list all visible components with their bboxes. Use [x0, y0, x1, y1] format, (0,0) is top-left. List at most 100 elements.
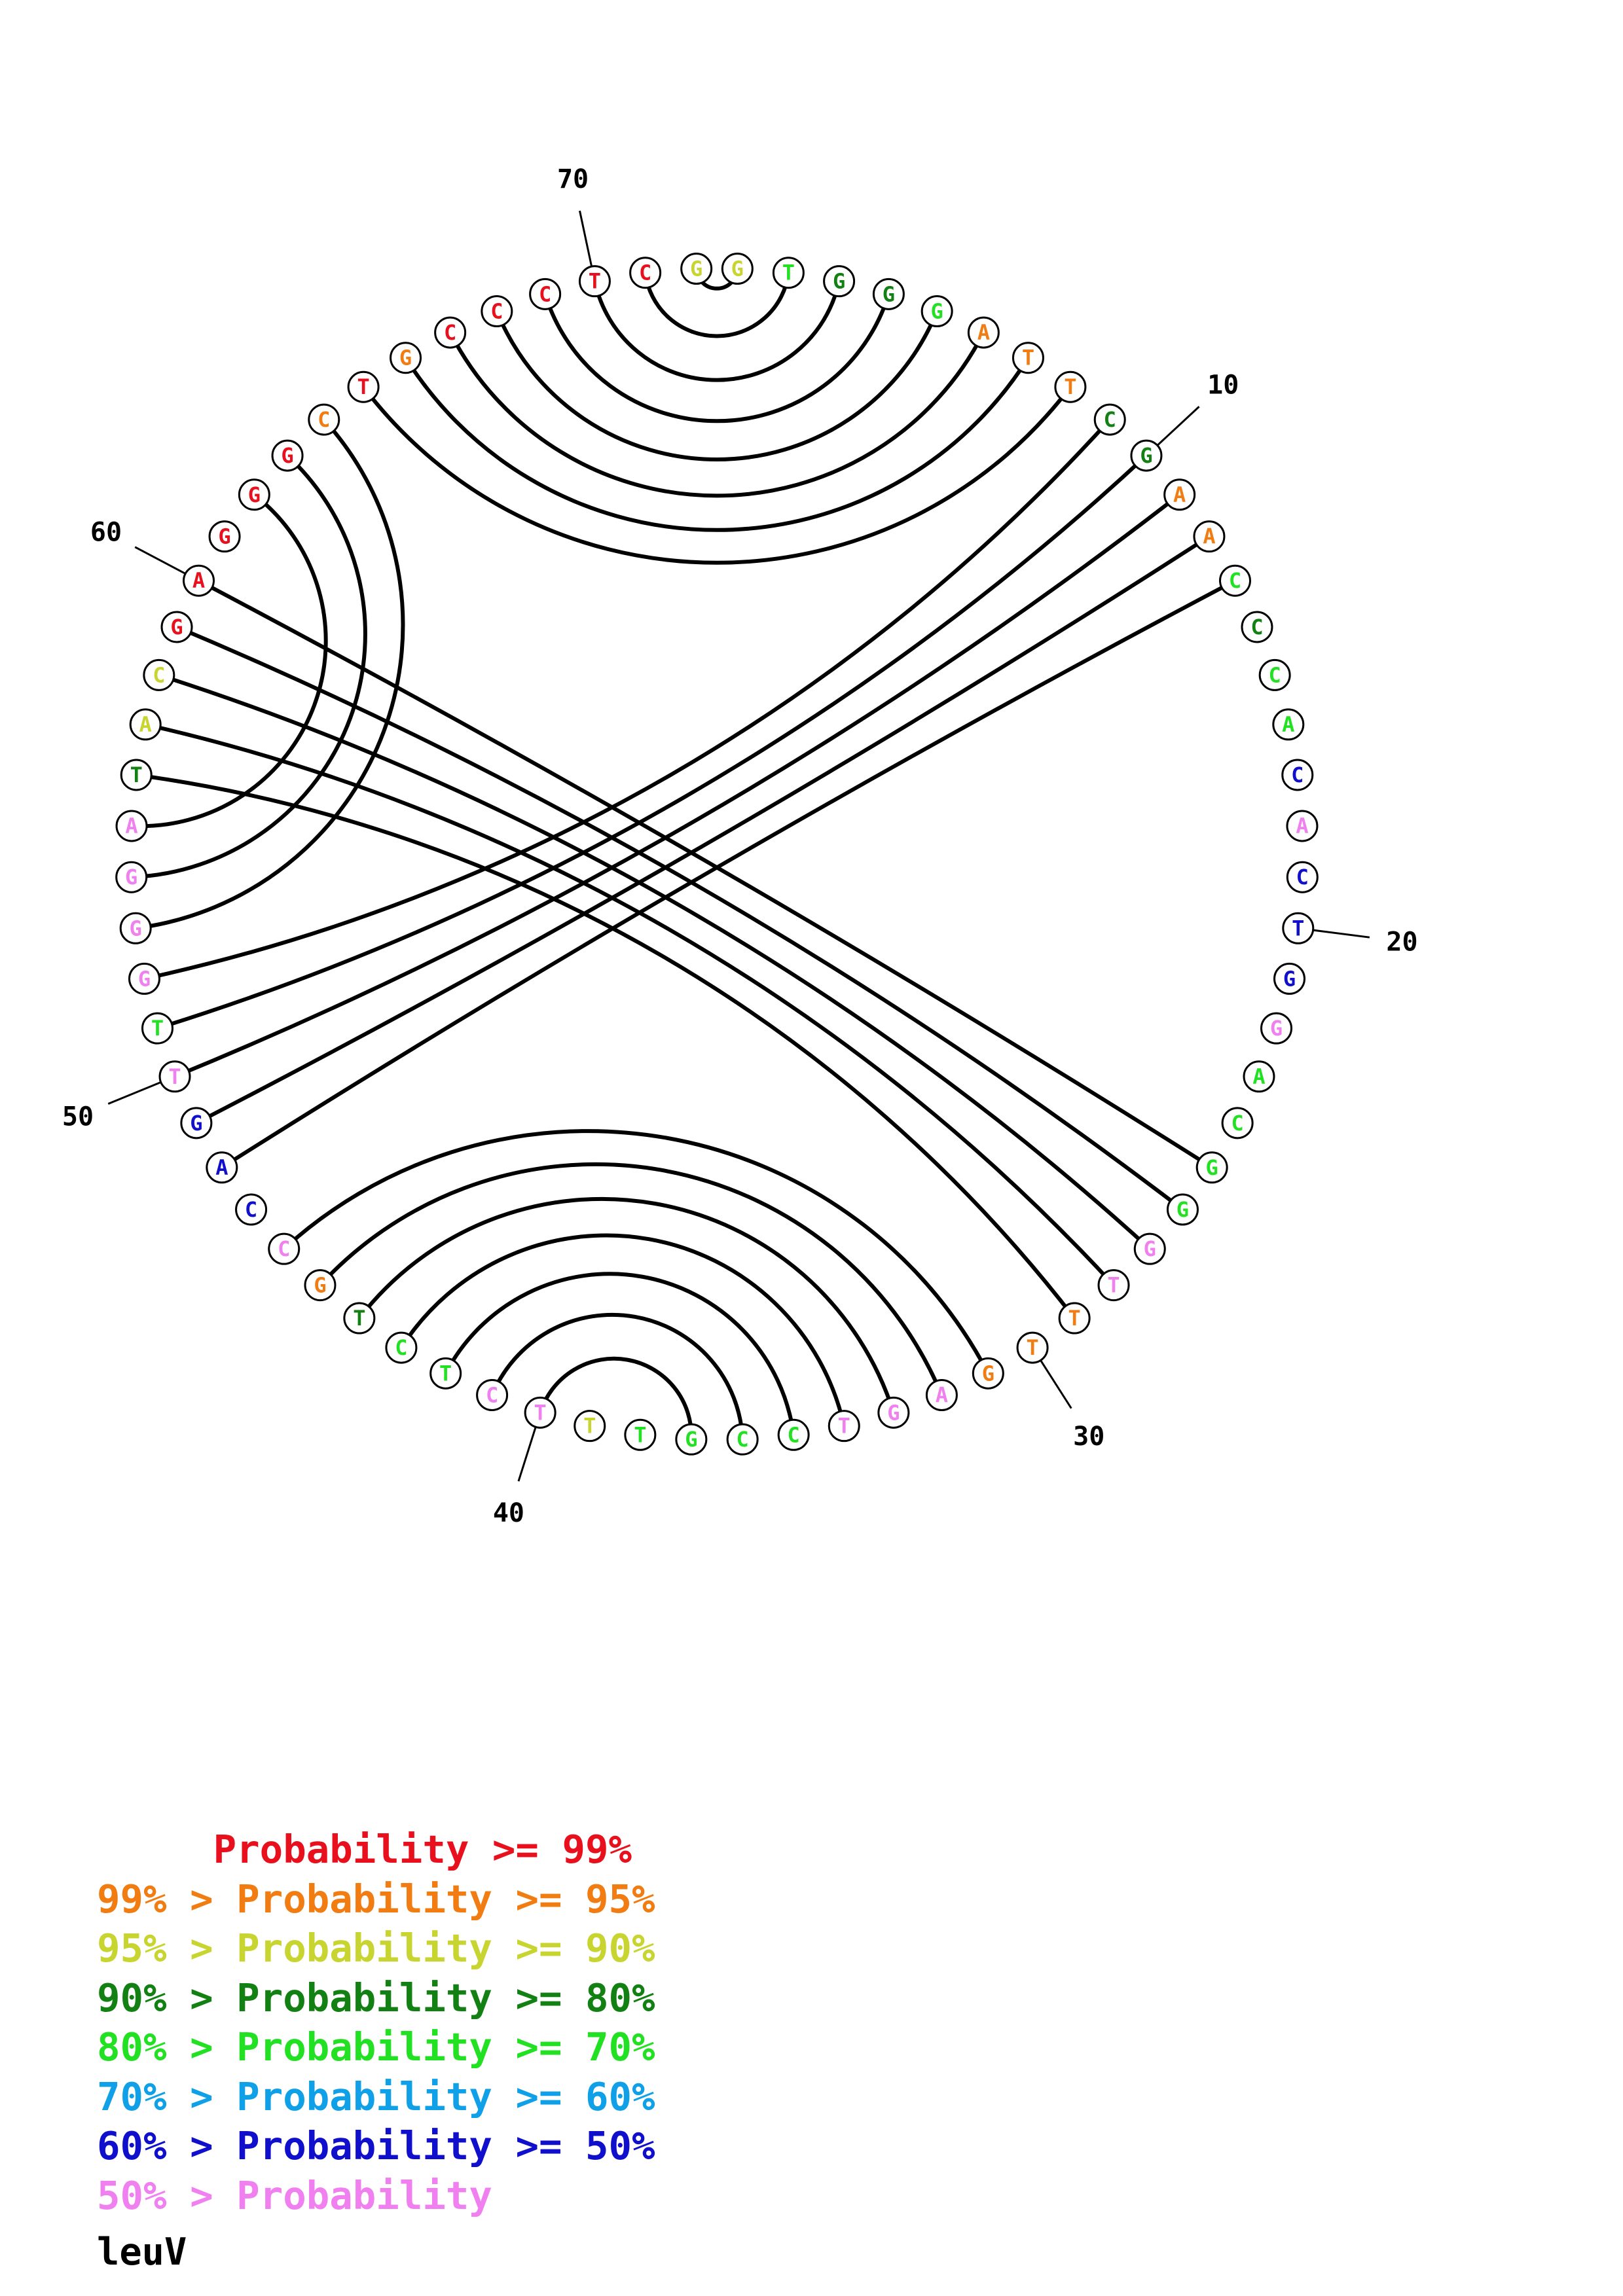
nucleotide: G: [390, 342, 422, 374]
legend-right: 70%: [585, 2024, 655, 2070]
nucleotide-circle: [574, 1410, 606, 1443]
nucleotide-base: G: [887, 1400, 900, 1425]
nucleotide-base: T: [151, 1016, 164, 1041]
base-pair-arc: [543, 293, 891, 423]
nucleotide-base: G: [1140, 443, 1152, 468]
nucleotide-base: C: [1229, 568, 1241, 593]
legend-row: 80% > Probability >= 70%: [97, 2022, 655, 2072]
nucleotide-circle: [1243, 1060, 1275, 1093]
legend-row: 90% > Probability >= 80%: [97, 1973, 655, 2023]
nucleotide-circle: [524, 1396, 556, 1429]
nucleotide-base: C: [318, 407, 330, 432]
nucleotide-base: T: [534, 1400, 547, 1425]
sequence-name: leuV: [97, 2231, 187, 2274]
nucleotide-circle: [828, 1410, 860, 1443]
nucleotide: A: [1193, 520, 1226, 553]
base-pair-arc: [143, 418, 1112, 981]
nucleotide-base: C: [1269, 662, 1281, 687]
nucleotide: C: [726, 1423, 759, 1456]
nucleotide-circle: [180, 1107, 213, 1139]
nucleotide: T: [347, 370, 380, 403]
legend-op: >: [190, 2024, 213, 2070]
nucleotide-circle: [238, 478, 270, 511]
nucleotide-circle: [183, 564, 215, 597]
nucleotide-base: A: [1203, 524, 1215, 549]
nucleotide-circle: [385, 1331, 418, 1364]
nucleotide-base: A: [1296, 814, 1308, 838]
nucleotide: C: [777, 1418, 810, 1451]
base-pair-arc: [158, 673, 1152, 1251]
legend-cmp: >=: [515, 1876, 562, 1922]
nucleotide: G: [675, 1423, 708, 1456]
nucleotide-circle: [304, 1269, 337, 1302]
legend-op: >: [190, 1975, 213, 2020]
legend-op: >: [190, 2172, 213, 2218]
legend-row: 50% > Probability: [97, 2171, 655, 2221]
nucleotide: G: [180, 1107, 213, 1139]
nucleotide: T: [1058, 1302, 1091, 1335]
legend-row: Probability >= 99%: [97, 1825, 655, 1874]
nucleotide: A: [206, 1151, 238, 1184]
nucleotide: G: [1166, 1193, 1199, 1226]
position-label: 70: [557, 164, 589, 194]
nucleotide: G: [680, 253, 713, 285]
nucleotide: T: [1016, 1331, 1049, 1364]
nucleotide: T: [1282, 912, 1315, 944]
nucleotide-base: G: [130, 916, 142, 941]
nucleotide: G: [872, 278, 905, 310]
nucleotide: A: [1272, 708, 1305, 741]
nucleotide-base: G: [982, 1361, 994, 1386]
base-pair-arc: [131, 493, 328, 829]
nucleotide-circle: [925, 1378, 958, 1411]
nucleotide-circle: [823, 265, 856, 298]
nucleotide: G: [1260, 1012, 1293, 1045]
nucleotide: G: [160, 611, 193, 643]
position-ticks: 10 20 30 40 50 60 70: [62, 164, 1418, 1528]
nucleotide: C: [434, 316, 467, 349]
nucleotide: C: [1219, 564, 1251, 597]
nucleotide: C: [1093, 403, 1126, 436]
nucleotide: A: [1163, 478, 1196, 511]
nucleotide-circle: [1258, 658, 1291, 691]
nucleotide-base: C: [395, 1335, 407, 1360]
legend-right: 95%: [585, 1876, 655, 1922]
nucleotide-base: C: [1231, 1111, 1243, 1136]
nucleotide-circle: [1133, 1232, 1166, 1265]
nucleotide: T: [574, 1410, 606, 1443]
nucleotide-base: G: [1283, 966, 1296, 991]
nucleotide-base: C: [1104, 407, 1116, 432]
legend-op: >: [190, 2073, 213, 2119]
legend-cmp: >=: [515, 1926, 562, 1971]
nucleotide-circle: [434, 316, 467, 349]
nucleotide-circle: [1193, 520, 1226, 553]
nucleotide-base: A: [1282, 712, 1294, 737]
nucleotide: G: [877, 1396, 910, 1429]
nucleotide-base: C: [486, 1382, 498, 1407]
nucleotide-base: T: [634, 1422, 646, 1447]
nucleotide: A: [925, 1378, 958, 1411]
nucleotide-base: G: [190, 1111, 202, 1136]
base-pair-arc: [404, 357, 1030, 532]
nucleotide-base: G: [833, 269, 845, 294]
base-pair-arc: [490, 1312, 745, 1440]
legend-left: 80%: [97, 2024, 167, 2070]
nucleotide-circle: [1163, 478, 1196, 511]
legend-right: 50%: [585, 2123, 655, 2168]
base-pair-arc: [444, 1272, 796, 1435]
position-label: 30: [1073, 1422, 1104, 1452]
nucleotide-circle: [721, 253, 754, 285]
nucleotide-circle: [921, 295, 953, 328]
nucleotide-circle: [119, 912, 152, 944]
nucleotide-circle: [1219, 564, 1251, 597]
nucleotide-circle: [347, 370, 380, 403]
base-pair-arc: [399, 1233, 847, 1427]
nucleotide: A: [129, 708, 162, 741]
legend-op: >: [190, 1876, 213, 1922]
nucleotide-base: C: [1250, 615, 1263, 639]
nucleotide-circle: [1282, 912, 1315, 944]
nucleotide: T: [828, 1410, 860, 1443]
nucleotide-base: T: [589, 269, 601, 294]
legend-left: 99%: [97, 1876, 167, 1922]
nucleotide-base: G: [1270, 1016, 1283, 1041]
